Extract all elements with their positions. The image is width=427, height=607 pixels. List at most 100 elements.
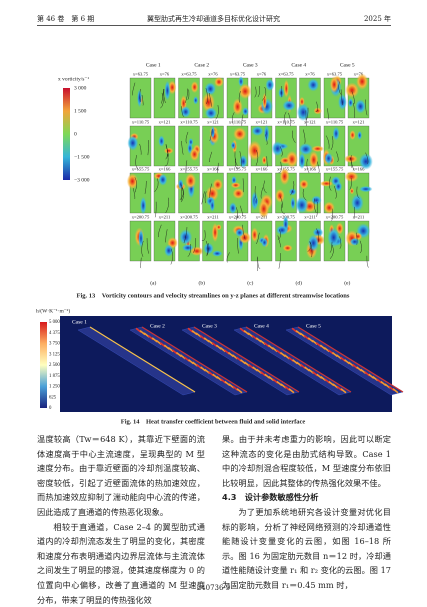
vortex <box>205 107 217 119</box>
colorbar-tick: 0 <box>74 131 77 137</box>
vortex <box>280 157 291 164</box>
case-label: Case 2 <box>150 323 165 329</box>
vortex <box>350 238 360 246</box>
colorbar-tick: 1 500 <box>74 108 87 114</box>
contour-image <box>202 77 224 119</box>
colorbar-13 <box>63 88 70 180</box>
location-label: x=155.75 <box>132 167 150 172</box>
vortex <box>185 173 196 189</box>
location-label: x=211 <box>304 215 316 220</box>
contour-image <box>202 221 224 261</box>
panel-label: (e) <box>344 279 350 286</box>
case-label: Case 3 <box>202 323 217 329</box>
vortex <box>213 179 223 191</box>
contour-image <box>130 78 151 118</box>
vortex <box>190 148 199 161</box>
vortex <box>229 202 237 214</box>
column-right: 果。由于并未考虑重力的影响，因此可以断定这种流态的变化是由肋式结构导致。Case… <box>222 432 391 593</box>
location-label: x=63.75 <box>278 72 294 77</box>
vortex <box>238 76 243 87</box>
location-label: x=200.75 <box>180 215 198 220</box>
location-label: x=200.75 <box>326 215 344 220</box>
vortex <box>266 79 275 91</box>
contour-image <box>345 73 369 118</box>
vortex <box>165 81 171 101</box>
location-label: x=200.75 <box>132 215 150 220</box>
vortex <box>210 199 215 212</box>
colorbar-tick: 5 000 <box>49 320 60 325</box>
panel-label: (d) <box>296 279 303 286</box>
caption: Fig. 13 Vorticity contours and velocity … <box>77 292 350 299</box>
case-label: Case 4 <box>254 323 269 329</box>
location-label: x=76 <box>257 72 267 77</box>
vortex <box>282 100 295 111</box>
vortex <box>324 153 332 164</box>
location-label: x=63.75 <box>230 72 246 77</box>
vortex <box>211 126 215 139</box>
location-label: x=110.75 <box>277 120 295 125</box>
case-label: Case 3 <box>243 62 258 68</box>
vortex <box>235 228 243 236</box>
location-label: x=155.75 <box>326 167 344 172</box>
colorbar-tick: 0 <box>49 406 52 411</box>
vortex <box>254 196 258 207</box>
vortex <box>308 235 319 252</box>
vortex <box>262 93 266 110</box>
contour-image <box>323 126 345 166</box>
vortex <box>284 79 289 97</box>
vortex <box>276 225 288 235</box>
contour-image <box>130 221 151 268</box>
colorbar-tick: 3 000 <box>74 85 87 91</box>
vortex <box>335 181 342 191</box>
panel-label: (b) <box>199 279 206 286</box>
vortex <box>320 181 333 187</box>
location-label: x=63.75 <box>133 72 149 77</box>
location-label: x=155.75 <box>180 167 198 172</box>
vortex <box>262 156 267 165</box>
vortex <box>355 99 366 113</box>
contour-image <box>251 78 274 118</box>
vortex <box>297 104 310 122</box>
contour-image <box>154 172 175 217</box>
vortex <box>278 88 284 99</box>
caption: Fig. 14 Heat transfer coefficient betwee… <box>121 418 306 425</box>
colorbar-tick: 625 <box>49 395 57 400</box>
location-label: x=76 <box>305 72 315 77</box>
contour-image <box>324 76 347 120</box>
location-label: x=110.75 <box>229 120 247 125</box>
vortex <box>214 77 223 87</box>
location-label: x=121 <box>353 120 365 125</box>
vortex <box>351 194 364 211</box>
vortex <box>291 197 296 210</box>
colorbar-14 <box>40 322 47 408</box>
location-label: x=155.75 <box>229 167 247 172</box>
vortex <box>295 197 308 214</box>
case-label: Case 5 <box>340 62 355 68</box>
contour-image <box>154 221 178 264</box>
contour-image <box>324 221 345 261</box>
panel-label: (c) <box>247 279 253 286</box>
vortex <box>311 146 323 152</box>
contour-image <box>227 221 251 262</box>
case-label: Case 5 <box>306 323 321 329</box>
location-label: x=211 <box>256 215 268 220</box>
vortex <box>233 188 245 199</box>
vortex <box>283 245 293 252</box>
vortex <box>359 186 372 192</box>
colorbar-tick: 3 750 <box>49 342 60 347</box>
contour-image <box>154 78 176 118</box>
location-label: x=121 <box>256 120 268 125</box>
vortex <box>138 229 143 248</box>
vortex <box>299 179 308 189</box>
contour-image <box>275 168 296 214</box>
vortex <box>275 189 284 203</box>
vortex <box>137 89 142 107</box>
vortex <box>212 250 223 256</box>
location-label: x=211 <box>353 215 365 220</box>
contour-image <box>300 221 325 261</box>
contour-image <box>251 221 272 271</box>
location-label: x=121 <box>159 120 171 125</box>
vortex <box>242 107 248 115</box>
contour-image <box>176 173 200 213</box>
